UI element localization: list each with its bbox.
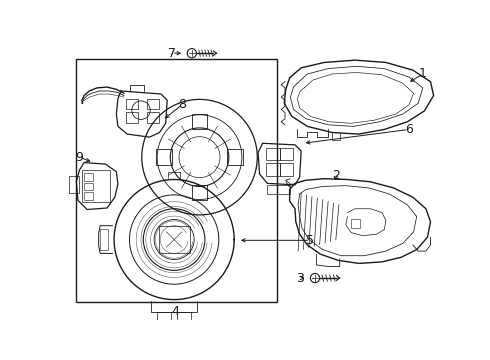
Bar	[125, 112, 138, 123]
Text: 3: 3	[295, 271, 304, 284]
Bar	[192, 114, 207, 130]
Bar	[84, 192, 93, 199]
Bar	[82, 170, 110, 202]
Bar	[266, 163, 280, 176]
Text: 1: 1	[419, 67, 427, 81]
Bar	[280, 148, 294, 160]
Text: 8: 8	[178, 98, 186, 111]
Text: 9: 9	[75, 150, 83, 164]
Text: 5: 5	[306, 234, 315, 247]
Bar	[147, 99, 159, 109]
Bar	[192, 185, 207, 200]
Bar	[268, 185, 291, 194]
Bar	[266, 148, 280, 160]
Bar	[147, 112, 159, 123]
Bar	[156, 149, 172, 165]
Bar	[227, 149, 243, 165]
Text: 2: 2	[332, 169, 340, 182]
Bar	[125, 99, 138, 109]
Text: 6: 6	[405, 123, 413, 136]
Bar	[159, 226, 190, 253]
Bar	[177, 312, 191, 321]
Bar	[84, 183, 93, 190]
Bar	[100, 229, 108, 250]
Text: 4: 4	[172, 305, 180, 318]
Bar	[69, 176, 79, 193]
Bar	[84, 173, 93, 181]
Text: 7: 7	[168, 47, 176, 60]
Bar	[280, 163, 294, 176]
Bar	[351, 219, 361, 228]
Bar	[75, 59, 276, 302]
Bar	[157, 312, 171, 321]
